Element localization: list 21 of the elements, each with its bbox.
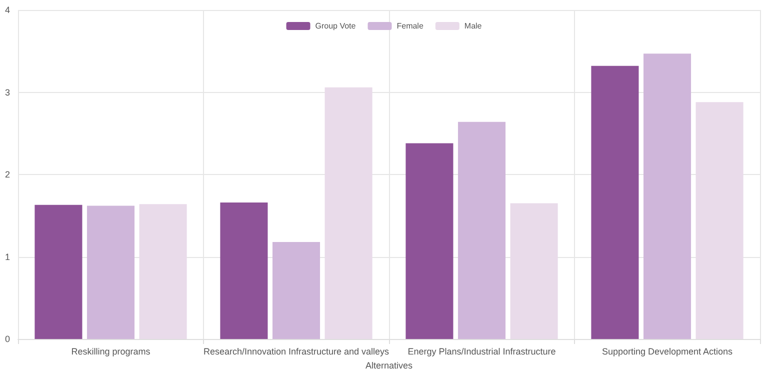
bar [34,204,82,339]
legend-label: Male [464,22,482,30]
x-tick-label: Supporting Development Actions [602,346,734,356]
bar [272,242,320,339]
bar [406,143,454,339]
bar [86,206,135,339]
y-tick-label: 1 [4,252,10,262]
x-tick-label: Reskilling programs [71,346,151,356]
bar [458,122,506,339]
bar [591,66,639,339]
x-tick-label: Research/Innovation Infrastructure and valleys [203,346,390,356]
y-tick-label: 0 [4,334,10,344]
y-tick-label: 3 [4,87,10,98]
x-tick-label: Energy Plans/Industrial Infrastructure [408,346,556,356]
y-tick-label: 4 [4,5,10,15]
bar [643,54,692,339]
legend-label: Group Vote [315,22,356,30]
legend-label: Female [396,22,424,30]
bar [220,202,268,339]
x-axis-title: Alternatives [365,360,414,370]
y-tick-label: 2 [4,170,10,180]
